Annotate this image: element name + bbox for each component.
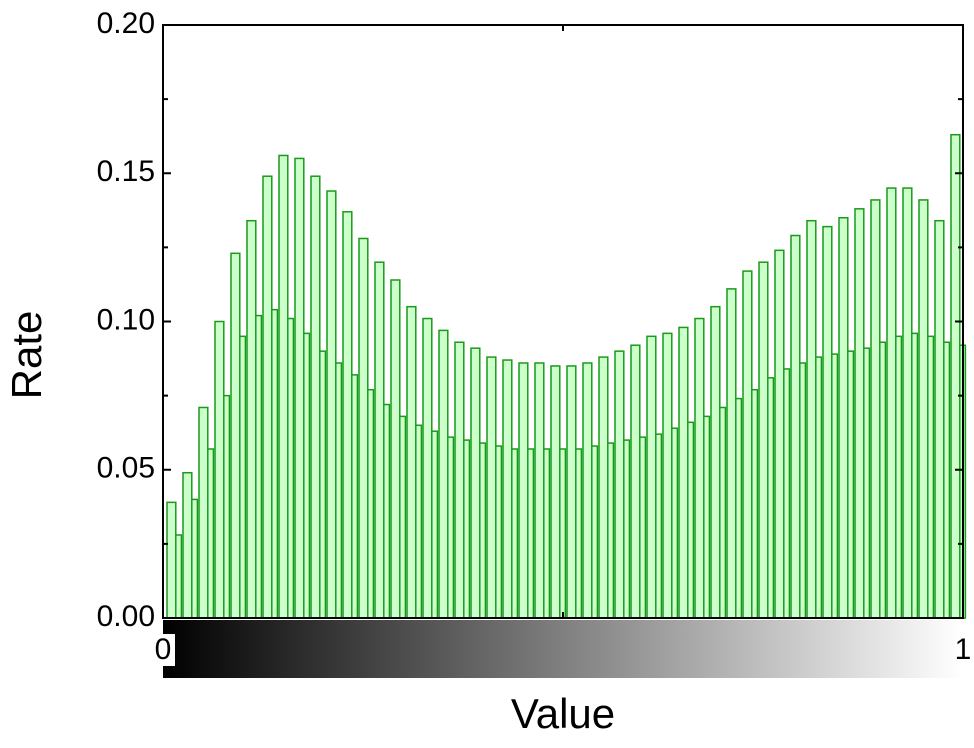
y-axis-title: Rate [3, 311, 50, 400]
bar [726, 288, 737, 619]
bar [934, 219, 945, 619]
bar [918, 199, 929, 619]
bar [294, 157, 305, 619]
bar [406, 305, 417, 619]
bar [902, 187, 913, 619]
bar [838, 216, 849, 619]
bar [438, 329, 449, 619]
x-axis-title: Value [511, 690, 615, 737]
bar [822, 225, 833, 619]
y-tick-label: 0.15 [97, 155, 155, 188]
bar [870, 199, 881, 619]
y-tick-label: 0.20 [97, 7, 155, 40]
bar [470, 347, 481, 619]
bar [230, 252, 241, 619]
bar [742, 270, 753, 619]
bar [646, 335, 657, 619]
bar [806, 219, 817, 619]
bar [454, 341, 465, 619]
x-tick-label: 0 [155, 633, 172, 666]
bar [630, 344, 641, 619]
bar [278, 154, 289, 619]
bar [886, 187, 897, 619]
y-tick-label: 0.10 [97, 303, 155, 336]
bar [390, 279, 401, 619]
bar [182, 471, 193, 619]
bar [166, 501, 177, 619]
y-tick-label: 0.00 [97, 600, 155, 633]
bar [566, 365, 577, 619]
bar [214, 320, 225, 619]
bar [758, 261, 769, 619]
bar [662, 332, 673, 619]
bar [310, 175, 321, 619]
bar [486, 356, 497, 619]
bar [262, 175, 273, 619]
bar [246, 219, 257, 619]
bar [550, 365, 561, 619]
bar [534, 362, 545, 619]
bar [694, 317, 705, 619]
bar [422, 317, 433, 619]
bar [342, 211, 353, 619]
bar [518, 362, 529, 619]
bar [678, 326, 689, 619]
bar [950, 133, 961, 619]
bar [358, 237, 369, 619]
x-tick-label: 1 [955, 633, 972, 666]
bar [198, 406, 209, 619]
bar [502, 359, 513, 619]
bar [710, 305, 721, 619]
y-tick-label: 0.05 [97, 452, 155, 485]
bar [326, 190, 337, 619]
bar [614, 350, 625, 619]
bar [774, 249, 785, 619]
bar [582, 362, 593, 619]
bar [854, 208, 865, 619]
color-bar [163, 620, 963, 678]
label-box [155, 634, 175, 666]
bar [790, 234, 801, 619]
bar [598, 356, 609, 619]
plot-area [166, 133, 967, 619]
bar [374, 261, 385, 619]
